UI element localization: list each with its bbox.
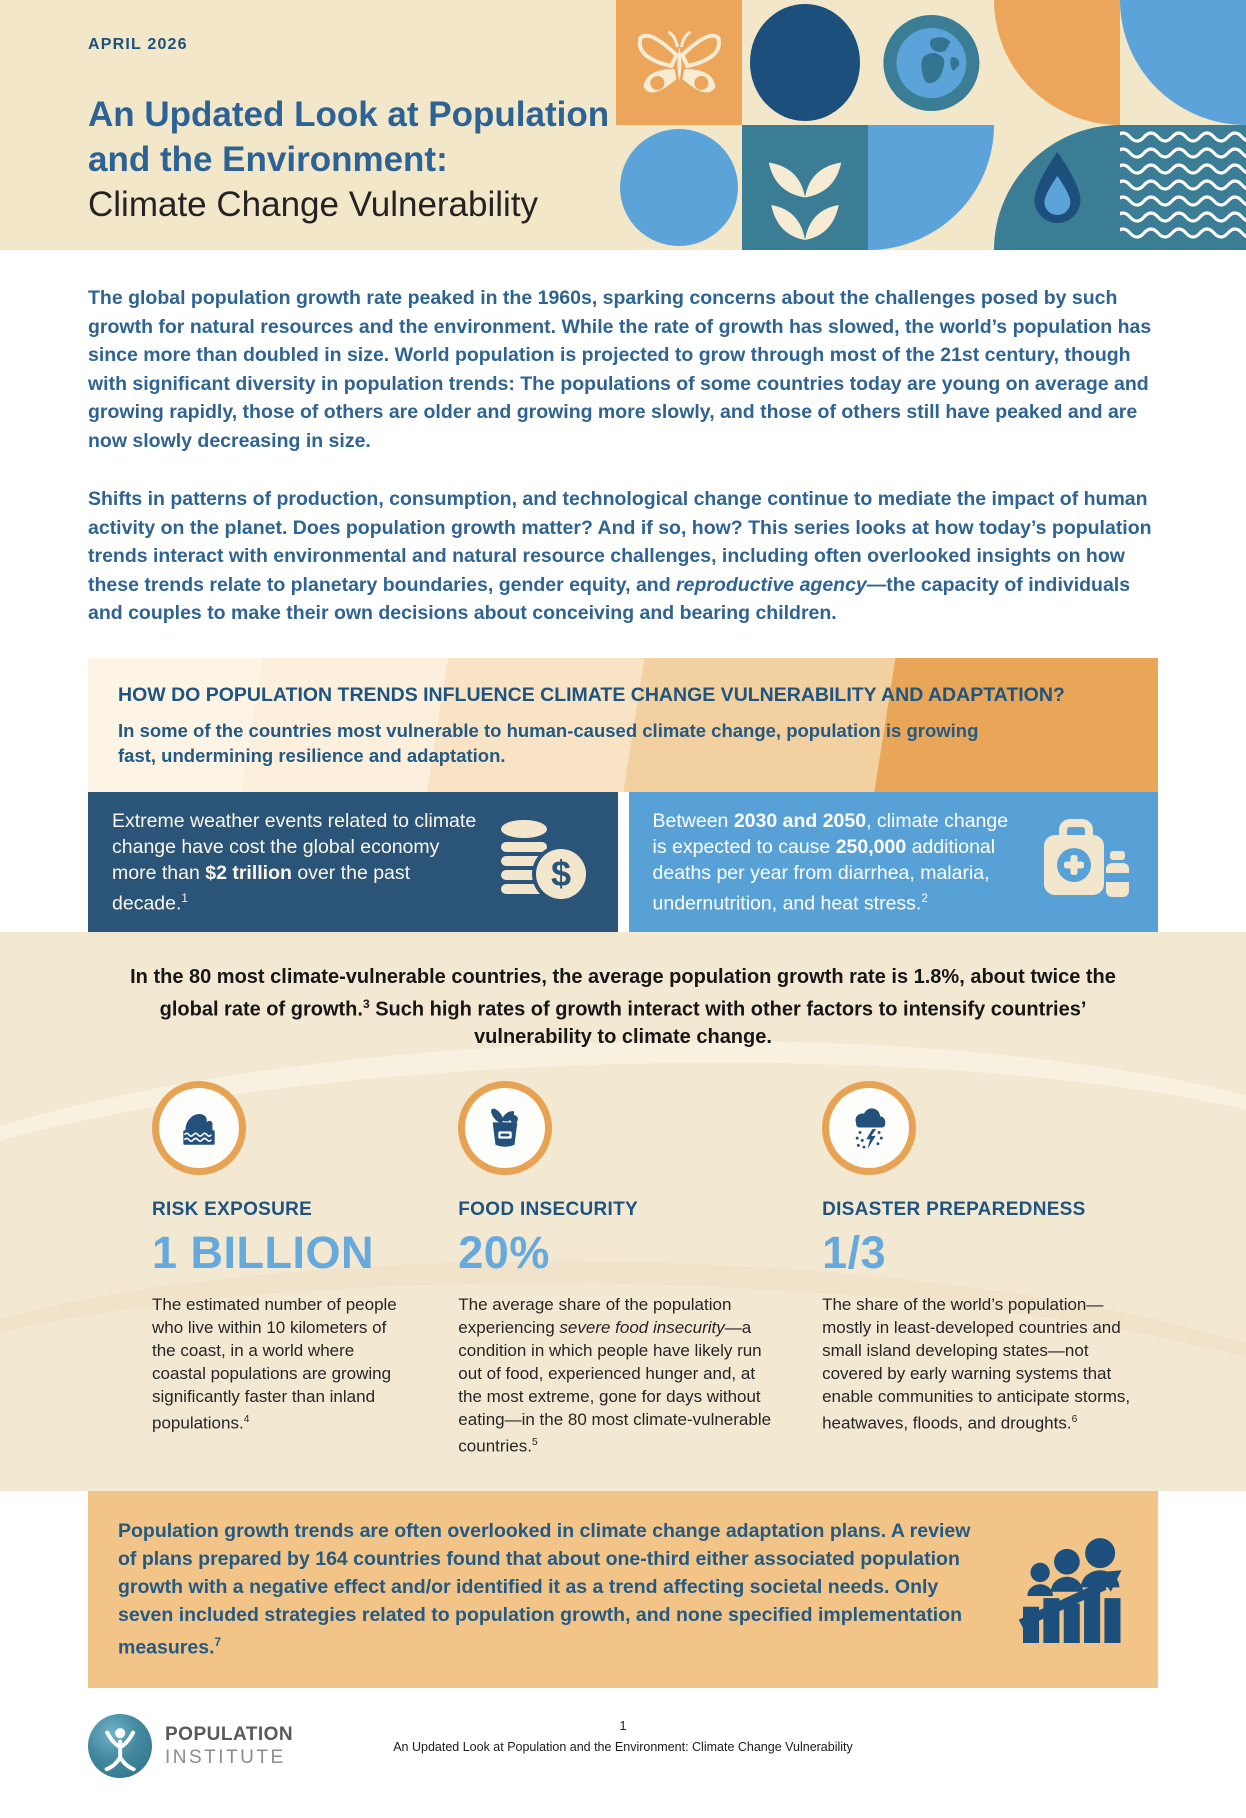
stat-heading: DISASTER PREPAREDNESS <box>822 1198 1086 1220</box>
sky-circle-tile <box>616 125 742 250</box>
title-line-3: Climate Change Vulnerability <box>88 185 539 224</box>
intro-paragraph-2: Shifts in patterns of production, consum… <box>88 488 1152 624</box>
page-footer: POPULATION INSTITUTE 1 An Updated Look a… <box>0 1688 1246 1818</box>
fact-text-health: Between 2030 and 2050, climate change is… <box>652 809 1009 915</box>
storm-cloud-icon <box>822 1080 917 1175</box>
sky-quarter-tile-2 <box>868 125 994 250</box>
stat-food-insecurity: FOOD INSECURITY 20% The average share of… <box>458 1080 776 1458</box>
medical-kit-icon <box>1034 817 1134 907</box>
food-bag-icon <box>458 1080 553 1175</box>
footnote-ref: 7 <box>214 1636 221 1650</box>
svg-text:$: $ <box>550 853 570 894</box>
page-title: An Updated Look at Population and the En… <box>88 92 616 227</box>
fact-box-economy: Extreme weather events related to climat… <box>88 791 618 932</box>
footnote-ref: 1 <box>181 891 188 905</box>
stat-number: 20% <box>458 1226 550 1278</box>
title-line-1: An Updated Look at Population <box>88 95 610 134</box>
adaptation-note: Population growth trends are often overl… <box>88 1491 1158 1688</box>
issue-date: APRIL 2026 <box>88 36 188 53</box>
ocean-waves-icon <box>1120 125 1246 250</box>
intro-paragraph-1: The global population growth rate peaked… <box>88 287 1152 452</box>
globe-icon <box>868 0 994 125</box>
page-number: 1 <box>619 1717 627 1733</box>
fact-box-health: Between 2030 and 2050, climate change is… <box>628 791 1158 932</box>
stats-grid: RISK EXPOSURE 1 BILLION The estimated nu… <box>88 1080 1158 1458</box>
banner-heading: HOW DO POPULATION TRENDS INFLUENCE CLIMA… <box>118 683 1065 706</box>
stat-description: The average share of the population expe… <box>458 1294 772 1456</box>
highlight-statement: In the 80 most climate-vulnerable countr… <box>130 966 1116 1048</box>
stat-disaster-preparedness: DISASTER PREPAREDNESS 1/3 The share of t… <box>822 1080 1152 1458</box>
masthead-text: APRIL 2026 An Updated Look at Population… <box>0 0 616 250</box>
stat-heading: FOOD INSECURITY <box>458 1198 639 1220</box>
title-line-2: and the Environment: <box>88 140 448 179</box>
sky-quarter-tile <box>1120 0 1246 125</box>
stat-heading: RISK EXPOSURE <box>152 1198 313 1220</box>
stat-description: The share of the world’s population—most… <box>822 1294 1131 1433</box>
navy-circle-tile <box>742 0 868 125</box>
footnote-ref: 2 <box>921 891 928 905</box>
stat-number: 1/3 <box>822 1226 887 1278</box>
coins-icon: $ <box>494 817 594 907</box>
footnote-ref: 3 <box>362 997 370 1011</box>
stats-band: In the 80 most climate-vulnerable countr… <box>0 932 1246 1492</box>
plant-leaves-icon <box>742 125 868 250</box>
adaptation-note-text: Population growth trends are often overl… <box>118 1520 971 1659</box>
fact-boxes: Extreme weather events related to climat… <box>88 791 1158 932</box>
stat-number: 1 BILLION <box>152 1226 375 1278</box>
decorative-tile-grid <box>616 0 1246 250</box>
water-drop-icon <box>994 125 1120 250</box>
orange-quarter-tile <box>994 0 1120 125</box>
main-content: The global population growth rate peaked… <box>0 284 1246 1688</box>
footnote-ref: 5 <box>531 1436 538 1448</box>
page-meta: 1 An Updated Look at Population and the … <box>0 1718 1246 1754</box>
fact-text-economy: Extreme weather events related to climat… <box>112 809 477 915</box>
footer-caption: An Updated Look at Population and the En… <box>393 1739 853 1754</box>
population-growth-icon <box>1008 1536 1128 1644</box>
stat-description: The estimated number of people who live … <box>152 1294 397 1433</box>
intro-section: The global population growth rate peaked… <box>88 284 1158 628</box>
footnote-ref: 4 <box>243 1413 250 1425</box>
flood-wave-icon <box>152 1080 246 1175</box>
stat-risk-exposure: RISK EXPOSURE 1 BILLION The estimated nu… <box>152 1080 412 1458</box>
footnote-ref: 6 <box>1071 1413 1078 1425</box>
butterfly-icon <box>616 0 742 125</box>
question-banner: HOW DO POPULATION TRENDS INFLUENCE CLIMA… <box>88 657 1158 792</box>
masthead: APRIL 2026 An Updated Look at Population… <box>0 0 1246 250</box>
banner-subheading: In some of the countries most vulnerable… <box>118 719 979 766</box>
